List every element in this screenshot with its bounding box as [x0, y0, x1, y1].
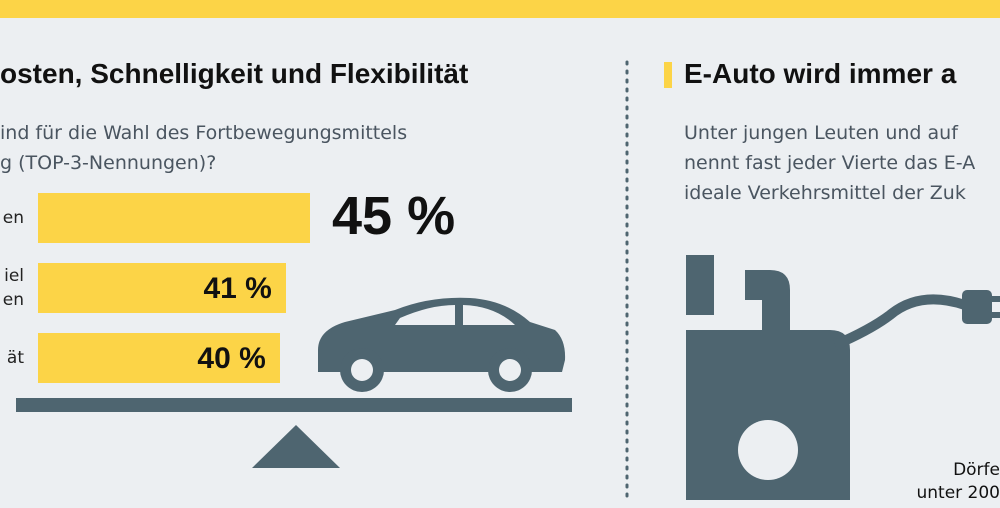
top-band — [0, 0, 1000, 18]
bar — [38, 333, 280, 383]
seesaw-beam — [16, 398, 572, 412]
value-label: 45 % — [332, 186, 456, 246]
bar — [38, 193, 310, 243]
charging-station-icon — [686, 255, 1000, 500]
body-line: ideale Verkehrsmittel der Zuk — [684, 182, 966, 204]
category-label: iel en — [2, 266, 24, 310]
question-line: g (TOP-3-Nennungen)? — [0, 152, 217, 174]
footnote-line: Dörfe — [953, 460, 1000, 480]
value-label: 41 % — [203, 272, 272, 305]
bar — [38, 263, 286, 313]
footnote-line: unter 200 — [916, 483, 1000, 503]
station-display — [738, 420, 798, 480]
seesaw-pivot — [252, 425, 340, 468]
body-line: Unter jungen Leuten und auf — [684, 122, 958, 144]
car-details — [351, 305, 521, 381]
title-marker — [664, 62, 672, 88]
left-title: osten, Schnelligkeit und Flexibilität — [0, 58, 469, 89]
value-label: 40 % — [197, 342, 266, 375]
category-label: en — [2, 208, 24, 228]
category-label: ät — [6, 348, 24, 368]
right-title: E-Auto wird immer a — [684, 58, 957, 89]
question-line: ind für die Wahl des Fortbewegungsmittel… — [0, 122, 408, 144]
body-line: nennt fast jeder Vierte das E-A — [684, 152, 976, 174]
